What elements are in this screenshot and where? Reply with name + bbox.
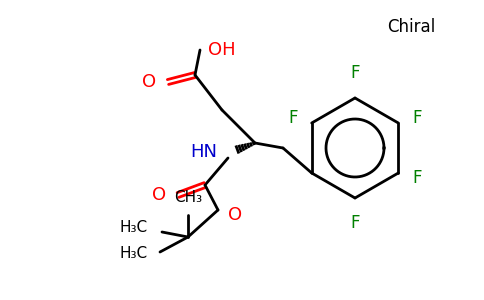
Text: F: F [350, 64, 360, 82]
Text: O: O [142, 73, 156, 91]
Text: H₃C: H₃C [120, 220, 148, 236]
Text: O: O [152, 186, 166, 204]
Text: F: F [412, 109, 422, 127]
Text: OH: OH [208, 41, 236, 59]
Text: F: F [412, 169, 422, 187]
Text: H₃C: H₃C [120, 245, 148, 260]
Text: HN: HN [190, 143, 217, 161]
Text: F: F [288, 109, 298, 127]
Text: F: F [350, 214, 360, 232]
Text: Chiral: Chiral [387, 18, 435, 36]
Text: O: O [228, 206, 242, 224]
Text: CH₃: CH₃ [174, 190, 202, 205]
